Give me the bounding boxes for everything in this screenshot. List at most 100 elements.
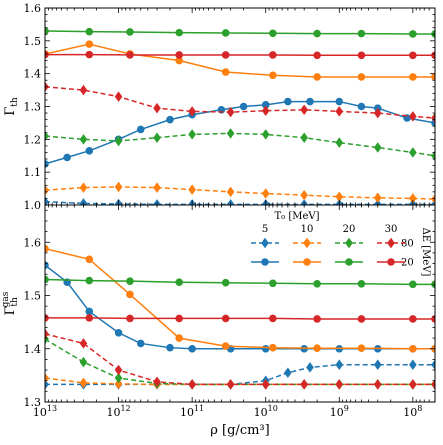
top-panel-series-T5-dE20-point-10 xyxy=(284,97,292,106)
bottom-panel-series-T10-dE20-point-5 xyxy=(269,343,277,352)
top-panel-ytick-label: 1.5 xyxy=(24,35,42,48)
top-panel-series-T20-dE20-point-2 xyxy=(126,28,134,36)
top-panel-series-T20-dE80-point-2 xyxy=(114,135,123,147)
top-panel-series-T30-dE80-point-6 xyxy=(261,105,270,117)
bottom-panel-series-T30-dE20-point-6 xyxy=(313,315,321,323)
top-panel-series-T30-dE20-point-8 xyxy=(409,51,417,60)
top-panel-series-T30-dE80-point-10 xyxy=(409,111,417,122)
bottom-panel-ytick-label: 1.6 xyxy=(24,236,42,249)
bottom-panel-series-T30-dE80-point-10 xyxy=(409,379,417,390)
bottom-panel-series-T30-dE80-point-11 xyxy=(431,379,435,390)
bottom-panel-series-T5-dE80-point-0 xyxy=(45,379,49,390)
legend-col-label-20: 20 xyxy=(343,224,356,235)
top-panel-series-T5-dE20-point-5 xyxy=(166,115,174,124)
top-panel-series-T30-dE20-point-7 xyxy=(357,51,366,60)
legend-row-label-20: 20 xyxy=(401,258,414,269)
bottom-panel-ytick-label: 1.5 xyxy=(24,290,42,303)
top-panel-series-T10-dE20-line xyxy=(45,43,435,78)
bottom-panel-xtick-label-base: 10 xyxy=(180,406,194,419)
top-panel-ytick-label: 1.6 xyxy=(24,2,42,15)
bottom-panel-series-T5-dE20-point-2 xyxy=(85,307,94,316)
bottom-panel-series-T5-dE20-point-6 xyxy=(188,344,196,353)
bottom-panel-series-T20-dE20-point-9 xyxy=(431,280,435,289)
top-panel-series-T10-dE80-point-8 xyxy=(335,191,344,203)
bottom-panel-series-T30-dE80-point-3 xyxy=(153,376,161,388)
top-panel-series-T10-dE80-point-9 xyxy=(373,192,382,204)
bottom-panel-series-T5-dE80-point-12 xyxy=(431,359,435,370)
top-panel-ytick-label: 1.2 xyxy=(24,133,42,146)
top-panel-series-T10-dE80-point-0 xyxy=(45,184,49,196)
bottom-panel-xtick-label-exp: 8 xyxy=(417,404,422,413)
legend-marker-T20-dE20 xyxy=(345,258,353,266)
top-panel-series-T20-dE80-point-5 xyxy=(226,128,235,139)
top-panel-series-T30-dE80-line xyxy=(45,86,435,119)
bottom-panel-series-T20-dE20-point-8 xyxy=(409,280,417,289)
bottom-panel-series-T10-dE20-line xyxy=(45,247,435,350)
top-panel-series-T20-dE20-point-4 xyxy=(221,29,230,37)
top-panel-series-T10-dE20-point-8 xyxy=(409,73,417,81)
top-panel-series-T30-dE80-point-11 xyxy=(431,112,435,124)
top-panel-series-group xyxy=(45,27,435,205)
bottom-panel-series-T30-dE20-point-7 xyxy=(357,315,366,323)
bottom-panel-xlabel: ρ [g/cm³] xyxy=(210,423,269,438)
top-panel-series-T30-dE20-point-5 xyxy=(269,51,277,59)
top-panel-series-T10-dE20-point-6 xyxy=(313,73,321,81)
top-panel-series-T30-dE20-point-4 xyxy=(221,51,230,59)
bottom-panel-series-T30-dE80-point-5 xyxy=(226,379,235,390)
bottom-panel-xtick-label: 1011 xyxy=(180,404,204,419)
bottom-panel-frame xyxy=(44,204,436,403)
legend-row-axis-label: ΔE [MeV] xyxy=(420,228,431,277)
bottom-panel-xtick-label-base: 10 xyxy=(33,406,47,419)
bottom-panel-xtick-label-base: 10 xyxy=(403,406,417,419)
legend-marker-T5-dE20 xyxy=(261,258,269,266)
top-panel-series-T5-dE80-point-7 xyxy=(300,199,308,205)
top-panel-ytick-label: 1.4 xyxy=(24,68,42,81)
legend-col-label-30: 30 xyxy=(385,224,398,235)
bottom-panel-series-T20-dE20-point-4 xyxy=(221,278,230,287)
top-panel-series-T10-dE80-line xyxy=(45,186,435,200)
legend-marker-T5-dE80 xyxy=(261,237,269,249)
top-panel-series-T5-dE20-point-8 xyxy=(239,102,248,111)
top-panel-series-T10-dE20-point-9 xyxy=(431,73,435,81)
top-panel-ylabel-sub: th xyxy=(10,97,20,107)
top-panel-series-T20-dE20-point-3 xyxy=(175,28,183,37)
bottom-panel-series-T10-dE80-point-1 xyxy=(79,377,88,389)
bottom-panel-series-T30-dE80-point-1 xyxy=(79,338,88,349)
top-panel-series-T20-dE20-point-5 xyxy=(269,29,277,38)
top-panel-series-T30-dE80-point-9 xyxy=(373,107,382,119)
top-panel-series-T5-dE80-point-5 xyxy=(226,199,235,205)
top-panel-series-T30-dE80-point-4 xyxy=(188,106,196,117)
bottom-panel-series-T30-dE80-point-7 xyxy=(300,379,308,390)
top-panel-series-T20-dE80-point-6 xyxy=(261,129,270,140)
top-panel-series-T20-dE20-point-1 xyxy=(85,27,94,36)
legend-marker-T10-dE80 xyxy=(303,237,311,249)
top-panel-series-T10-dE20-point-7 xyxy=(357,73,366,81)
bottom-panel-series-T5-dE80-point-10 xyxy=(373,359,382,370)
bottom-panel-series-T30-dE80-point-6 xyxy=(261,379,270,390)
bottom-panel-ylabel: Γgasth xyxy=(1,291,20,315)
top-panel-series-T30-dE20-line xyxy=(45,53,435,57)
top-panel-series-T5-dE80-point-3 xyxy=(153,199,161,205)
top-panel-series-T20-dE80-point-9 xyxy=(373,142,382,153)
top-panel-series-T20-dE80-point-8 xyxy=(335,137,344,148)
bottom-panel-series-T5-dE20-point-3 xyxy=(114,328,123,337)
bottom-panel-ylabel-sub: th xyxy=(10,297,20,307)
top-panel-series-T30-dE20-point-6 xyxy=(313,51,321,60)
top-panel-series-T30-dE20-point-3 xyxy=(175,51,183,59)
top-panel-series-T30-dE20-point-2 xyxy=(126,51,134,59)
bottom-panel-series-T30-dE20-line xyxy=(45,317,435,320)
bottom-panel-series-T5-dE80-point-9 xyxy=(335,359,344,370)
top-panel-series-T5-dE80-point-1 xyxy=(79,198,88,205)
top-panel-series-T10-dE80-point-3 xyxy=(153,182,161,193)
top-panel-series-T20-dE20-point-8 xyxy=(409,30,417,38)
top-panel-ytick-label: 1.1 xyxy=(24,166,42,179)
bottom-panel-series-T10-dE20-point-1 xyxy=(85,255,94,264)
bottom-panel-xtick-label-exp: 9 xyxy=(344,404,349,413)
bottom-panel-series-T20-dE20-point-7 xyxy=(357,280,366,288)
bottom-panel-xtick-label-base: 10 xyxy=(254,406,268,419)
top-panel-series-T10-dE20-point-1 xyxy=(85,40,94,48)
bottom-panel-ytick-label: 1.3 xyxy=(24,396,42,409)
